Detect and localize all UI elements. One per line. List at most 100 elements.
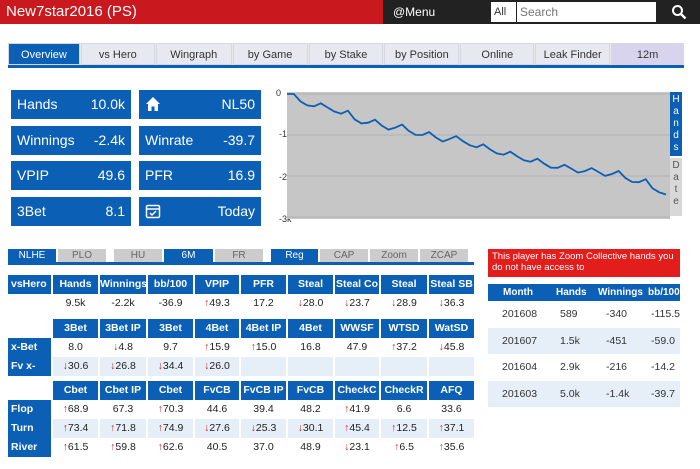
stat-value: [335, 357, 379, 376]
table-row: 201607 1.5k -451 -59.0: [488, 327, 680, 354]
y-tick: -2k: [279, 172, 292, 182]
column-header: Hands: [53, 275, 98, 294]
stat-value: ↓28.0: [288, 294, 333, 313]
column-header: Cbet OOP: [148, 381, 193, 415]
arrow-down-icon: ↓: [344, 441, 350, 453]
zoom-notice: This player has Zoom Collective hands yo…: [488, 249, 680, 277]
stat-value: ↓34.4: [148, 357, 193, 376]
search-icon: [672, 5, 687, 20]
column-header: FvCB OOP: [288, 381, 333, 415]
stat-last-seen: Today: [139, 197, 261, 226]
arrow-down-icon: ↓: [110, 360, 116, 372]
arrow-up-icon: ↑: [204, 297, 210, 309]
row-label: [8, 294, 51, 313]
tab-online[interactable]: Online: [460, 43, 535, 65]
column-header: 3Bet OOP: [148, 319, 193, 353]
tab-by-position[interactable]: by Position: [384, 43, 460, 65]
stat-winnings: Winnings -2.4k: [11, 126, 131, 155]
main-tabs: Overview vs Hero Wingraph by Game by Sta…: [8, 43, 685, 65]
arrow-up-icon: ↑: [110, 422, 116, 434]
stat-stake: NL50: [139, 90, 261, 119]
stat-value: 67.3: [100, 400, 146, 419]
row-label: River: [8, 438, 51, 457]
stat-value: 16.8: [288, 338, 333, 357]
arrow-down-icon: ↓: [113, 341, 119, 353]
arrow-up-icon: ↑: [391, 341, 397, 353]
winnings-line-chart: [287, 93, 670, 218]
tab-by-stake[interactable]: by Stake: [308, 43, 384, 65]
stat-value: ↑71.8: [100, 419, 146, 438]
column-header: Steal Co: [335, 275, 379, 294]
column-header: Steal: [288, 275, 333, 294]
stat-value: ↓26.0: [195, 357, 239, 376]
filter-reg[interactable]: Reg: [271, 249, 318, 262]
stat-value: ↑45.4: [335, 419, 379, 438]
stat-3bet: 3Bet 8.1: [11, 197, 131, 226]
filter-underline: [8, 262, 474, 265]
arrow-up-icon: ↑: [344, 422, 350, 434]
stat-vpip: VPIP 49.6: [11, 161, 131, 190]
tab-wingraph[interactable]: Wingraph: [155, 43, 232, 65]
stat-value: 37.0: [241, 438, 286, 457]
table-cell: -115.5: [651, 308, 680, 320]
stat-value: ↓25.3: [241, 419, 286, 438]
tab-by-game[interactable]: by Game: [232, 43, 308, 65]
stat-value: ↑37.1: [429, 419, 474, 438]
stat-value: ↓23.7: [335, 294, 379, 313]
table-cell: -216: [606, 361, 628, 373]
stat-winrate: Winrate -39.7: [139, 126, 261, 155]
filter-zcap[interactable]: ZCAP: [420, 249, 468, 262]
filter-nlhe[interactable]: NLHE: [8, 249, 56, 262]
stat-value: ↑68.9: [53, 400, 98, 419]
stat-value: ↓4.8: [100, 338, 146, 357]
stat-value: ↑59.8: [100, 438, 146, 457]
filter-cap[interactable]: CAP: [320, 249, 368, 262]
monthly-table-header: Month Hands Winnings bb/100: [488, 284, 680, 301]
stat-value: ↑15.9: [195, 338, 239, 357]
table-cell: -59.0: [651, 334, 675, 347]
stat-value: [288, 357, 333, 376]
stat-value: ↑74.9: [148, 419, 193, 438]
column-header: Cbet IP: [100, 381, 146, 400]
tab-vs-hero[interactable]: vs Hero: [80, 43, 155, 65]
tab-leak-finder[interactable]: Leak Finder: [535, 43, 611, 65]
column-header: Steal SB: [429, 275, 474, 294]
column-header: 4Bet OOP: [288, 319, 333, 353]
arrow-up-icon: ↑: [438, 422, 444, 434]
column-header: CheckR: [381, 381, 427, 400]
menu-link[interactable]: @Menu: [393, 5, 436, 19]
row-label: [8, 319, 51, 338]
stat-value: [381, 357, 427, 376]
column-header: WatSD: [429, 319, 474, 338]
row-label: x-Bet: [8, 338, 51, 357]
stat-value: ↑12.5: [381, 419, 427, 438]
site-filter-select[interactable]: All: [491, 2, 516, 22]
stat-value: ↑35.6: [429, 438, 474, 457]
search-input[interactable]: [517, 2, 656, 22]
stat-value: 39.4: [241, 400, 286, 419]
row-label: [8, 381, 51, 400]
tab-overview[interactable]: Overview: [8, 43, 80, 65]
filter-6m[interactable]: 6M: [164, 249, 213, 262]
stat-pfr: PFR 16.9: [139, 161, 261, 190]
filter-zoom[interactable]: Zoom: [370, 249, 418, 262]
stat-value: 48.2: [288, 400, 333, 419]
stat-value: 40.5: [195, 438, 239, 457]
filter-fr[interactable]: FR: [215, 249, 263, 262]
stat-value: 47.9: [335, 338, 379, 357]
tab-period-12m[interactable]: 12m: [611, 43, 685, 65]
filter-plo[interactable]: PLO: [58, 249, 106, 262]
stat-value: 48.9: [288, 438, 333, 457]
row-label: Fv x-Bet: [8, 357, 51, 391]
stat-value: ↑41.9: [335, 400, 379, 419]
search-button[interactable]: [658, 0, 700, 24]
player-title: New7star2016 (PS): [0, 0, 383, 24]
arrow-up-icon: ↑: [157, 403, 163, 415]
filter-hu[interactable]: HU: [114, 249, 162, 262]
arrow-up-icon: ↑: [344, 403, 350, 415]
arrow-up-icon: ↑: [157, 441, 163, 453]
arrow-up-icon: ↑: [62, 422, 68, 434]
